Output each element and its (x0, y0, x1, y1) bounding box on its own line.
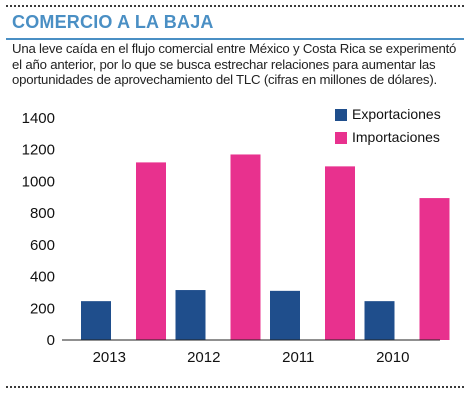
chart-title: COMERCIO A LA BAJA (12, 12, 214, 32)
y-tick-label: 1400 (22, 110, 55, 127)
title-underline (6, 38, 464, 40)
legend-label-exportaciones: Exportaciones (352, 106, 441, 122)
bottom-dotted-border (6, 386, 464, 388)
bar-exportaciones-2012 (175, 290, 206, 340)
bar-importaciones-2010 (419, 198, 450, 340)
bars (81, 154, 450, 340)
y-tick-label: 1000 (22, 173, 55, 190)
x-tick-label: 2011 (282, 349, 314, 366)
bar-importaciones-2012 (230, 154, 261, 340)
y-tick-label: 0 (47, 332, 55, 349)
legend-swatch-exportaciones (335, 109, 347, 121)
y-tick-label: 200 (30, 300, 55, 317)
chart-subtitle: Una leve caída en el flujo comercial ent… (12, 41, 457, 87)
top-dotted-border (6, 5, 464, 7)
x-tick-label: 2013 (93, 349, 126, 366)
legend-label-importaciones: Importaciones (352, 129, 440, 145)
y-tick-label: 1200 (22, 142, 55, 159)
bar-importaciones-2011 (325, 166, 355, 340)
bar-exportaciones-2010 (364, 301, 395, 340)
y-tick-label: 600 (30, 237, 55, 254)
bar-importaciones-2013 (136, 162, 166, 340)
y-axis-ticks: 0 200 400 600 800 1000 1200 1400 (22, 110, 55, 349)
bar-exportaciones-2013 (81, 301, 111, 340)
x-axis-ticks: 2013 2012 2011 2010 (93, 349, 410, 366)
bar-exportaciones-2011 (270, 290, 300, 340)
y-tick-label: 800 (30, 205, 55, 222)
y-tick-label: 400 (30, 269, 55, 286)
legend: Exportaciones Importaciones (335, 106, 441, 145)
x-tick-label: 2012 (187, 349, 220, 366)
x-tick-label: 2010 (376, 349, 409, 366)
legend-swatch-importaciones (335, 132, 347, 144)
